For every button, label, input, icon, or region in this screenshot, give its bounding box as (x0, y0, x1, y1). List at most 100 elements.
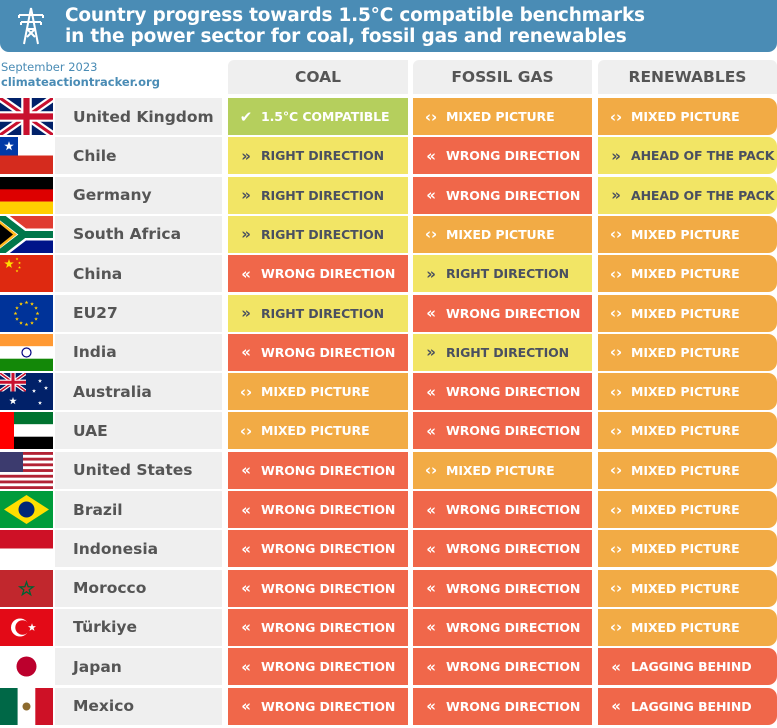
rating-label: WRONG DIRECTION (261, 541, 396, 557)
rating-label: MIXED PICTURE (631, 619, 740, 635)
rating-label: MIXED PICTURE (631, 109, 740, 124)
double-chevron-left-icon: « (241, 264, 251, 283)
rating-label: 1.5°C COMPATIBLE (261, 109, 390, 124)
country-name: Türkiye (55, 608, 222, 646)
rating-cell-ren: ‹› MIXED PICTURE (598, 98, 777, 135)
source-link[interactable]: climateactiontracker.org (1, 75, 160, 89)
flag-cn-icon (0, 255, 53, 293)
double-chevron-right-icon: » (241, 186, 251, 205)
chevrons-left-right-icon: ‹› (424, 107, 438, 126)
country-name: India (55, 333, 222, 371)
rating-label: WRONG DIRECTION (446, 502, 581, 517)
rating-label: WRONG DIRECTION (446, 423, 581, 439)
rating-label: RIGHT DIRECTION (446, 344, 570, 360)
double-chevron-left-icon: « (426, 421, 436, 440)
rating-cell-coal: « WRONG DIRECTION (228, 333, 408, 371)
flag-id-icon (0, 530, 53, 568)
power-pylon-icon (18, 7, 44, 45)
double-chevron-left-icon: « (426, 146, 436, 165)
double-chevron-right-icon: » (426, 343, 436, 362)
rating-label: MIXED PICTURE (446, 462, 555, 478)
rating-label: LAGGING BEHIND (631, 698, 752, 714)
column-header-fossil-gas: FOSSIL GAS (413, 60, 592, 94)
rating-cell-ren: ‹› MIXED PICTURE (598, 373, 777, 411)
rating-label: MIXED PICTURE (631, 384, 740, 400)
rating-label: WRONG DIRECTION (261, 698, 396, 714)
rating-label: WRONG DIRECTION (446, 698, 581, 714)
rating-cell-gas: « WRONG DIRECTION (413, 137, 592, 175)
double-chevron-right-icon: » (241, 146, 251, 165)
table-row: Japan « WRONG DIRECTION « WRONG DIRECTION « LA… (0, 648, 777, 686)
rating-cell-gas: « WRONG DIRECTION (413, 373, 592, 411)
rating-label: MIXED PICTURE (446, 109, 555, 124)
rating-label: WRONG DIRECTION (261, 266, 396, 282)
chevrons-left-right-icon: ‹› (609, 264, 623, 283)
rating-cell-ren: ‹› MIXED PICTURE (598, 530, 777, 568)
rating-cell-gas: « WRONG DIRECTION (413, 648, 592, 686)
rating-cell-gas: « WRONG DIRECTION (413, 530, 592, 568)
double-chevron-left-icon: « (426, 579, 436, 598)
rating-label: WRONG DIRECTION (261, 659, 396, 675)
rating-cell-ren: ‹› MIXED PICTURE (598, 451, 777, 489)
rating-cell-gas: « WRONG DIRECTION (413, 491, 592, 528)
rating-label: WRONG DIRECTION (261, 619, 396, 635)
rating-cell-gas: » RIGHT DIRECTION (413, 333, 592, 371)
double-chevron-left-icon: « (611, 657, 621, 676)
rating-label: WRONG DIRECTION (446, 580, 581, 596)
title-line-1: Country progress towards 1.5°C compatibl… (65, 5, 645, 26)
double-chevron-left-icon: « (426, 382, 436, 401)
country-name: Germany (55, 176, 222, 214)
rating-label: WRONG DIRECTION (446, 619, 581, 635)
rating-cell-gas: « WRONG DIRECTION (413, 608, 592, 646)
rating-cell-gas: ‹› MIXED PICTURE (413, 451, 592, 489)
rating-cell-ren: « LAGGING BEHIND (598, 687, 777, 725)
flag-us-icon (0, 451, 53, 489)
table-row: South Africa » RIGHT DIRECTION ‹› MIXED PICT… (0, 215, 777, 253)
chevrons-left-right-icon: ‹› (609, 421, 623, 440)
country-name: Mexico (55, 687, 222, 725)
column-header-renewables: RENEWABLES (598, 60, 777, 94)
flag-uk-icon (0, 98, 53, 135)
double-chevron-left-icon: « (241, 343, 251, 362)
rating-cell-ren: « LAGGING BEHIND (598, 648, 777, 686)
rating-cell-coal: « WRONG DIRECTION (228, 255, 408, 293)
table-row: Germany » RIGHT DIRECTION « WRONG DIRECTION »… (0, 176, 777, 214)
table-row: India « WRONG DIRECTION » RIGHT DIRECTION ‹› M… (0, 333, 777, 371)
double-chevron-right-icon: » (426, 264, 436, 283)
rating-label: AHEAD OF THE PACK (631, 148, 775, 164)
rating-label: WRONG DIRECTION (446, 148, 581, 164)
double-chevron-right-icon: » (241, 225, 251, 244)
rating-cell-coal: » RIGHT DIRECTION (228, 137, 408, 175)
rating-label: MIXED PICTURE (631, 423, 740, 439)
flag-jp-icon (0, 648, 53, 686)
rating-label: WRONG DIRECTION (446, 659, 581, 675)
title-line-2: in the power sector for coal, fossil gas… (65, 26, 627, 47)
country-name: Australia (55, 373, 222, 411)
double-chevron-left-icon: « (426, 539, 436, 558)
chevrons-left-right-icon: ‹› (609, 579, 623, 598)
chevrons-left-right-icon: ‹› (424, 225, 438, 244)
rating-cell-coal: ✔ 1.5°C COMPATIBLE (228, 98, 408, 135)
country-name: Japan (55, 648, 222, 686)
table-row: United Kingdom ✔ 1.5°C COMPATIBLE ‹› MIXED P… (0, 98, 777, 135)
country-name: South Africa (55, 215, 222, 253)
country-name: UAE (55, 412, 222, 450)
double-chevron-left-icon: « (426, 657, 436, 676)
double-chevron-left-icon: « (426, 500, 436, 519)
rating-label: MIXED PICTURE (631, 502, 740, 517)
rating-label: AHEAD OF THE PACK (631, 187, 775, 203)
rating-label: MIXED PICTURE (631, 226, 740, 242)
country-name: United Kingdom (55, 98, 222, 135)
country-name: China (55, 255, 222, 293)
rating-cell-gas: « WRONG DIRECTION (413, 176, 592, 214)
country-name: EU27 (55, 294, 222, 332)
rating-cell-coal: » RIGHT DIRECTION (228, 176, 408, 214)
double-chevron-left-icon: « (241, 461, 251, 480)
country-name: United States (55, 451, 222, 489)
double-chevron-left-icon: « (426, 186, 436, 205)
header-banner: Country progress towards 1.5°C compatibl… (0, 0, 777, 52)
table-row: Morocco « WRONG DIRECTION « WRONG DIRECTION ‹… (0, 569, 777, 607)
rating-cell-gas: » RIGHT DIRECTION (413, 255, 592, 293)
date-label: September 2023 (1, 60, 98, 74)
rating-cell-gas: ‹› MIXED PICTURE (413, 215, 592, 253)
